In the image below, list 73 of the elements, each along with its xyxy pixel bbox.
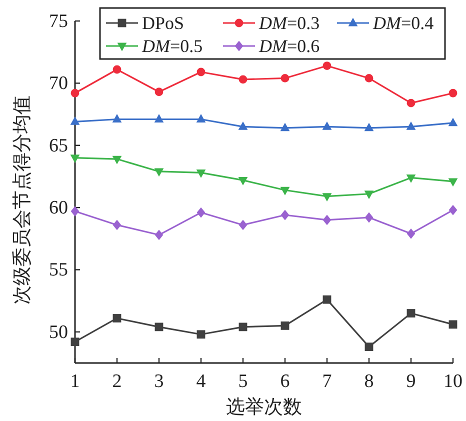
point [448, 118, 458, 126]
point [448, 320, 458, 329]
point [154, 168, 164, 177]
point [364, 212, 374, 223]
point [406, 228, 416, 239]
y-tick-label: 65 [49, 135, 68, 156]
x-tick-label: 10 [444, 371, 462, 392]
x-tick-label: 4 [196, 371, 206, 392]
legend-label: DM=0.3 [258, 13, 320, 33]
x-tick-label: 8 [364, 371, 374, 392]
legend-label: DM=0.6 [258, 36, 320, 56]
point [238, 220, 248, 230]
point [280, 210, 290, 220]
point [112, 220, 122, 230]
point [280, 74, 290, 82]
point [238, 176, 248, 186]
point [322, 193, 332, 202]
point [238, 75, 248, 84]
point [406, 122, 416, 130]
point [70, 116, 80, 125]
x-tick-label: 5 [238, 371, 248, 392]
point [280, 122, 290, 132]
point [406, 309, 416, 318]
point [406, 174, 416, 183]
point [322, 62, 332, 70]
x-tick-label: 3 [154, 371, 164, 392]
x-tick-label: 7 [322, 371, 332, 392]
point [70, 338, 80, 346]
y-axis-title: 次级委员会节点得分均值 [11, 96, 33, 304]
point [364, 342, 374, 352]
x-tick-label: 6 [280, 371, 290, 392]
point [448, 204, 458, 216]
point [364, 190, 374, 200]
point [70, 88, 80, 98]
legend-label: DPoS [142, 13, 184, 33]
point [154, 230, 164, 240]
y-tick-label: 70 [49, 73, 68, 94]
point [154, 322, 164, 332]
y-tick-label: 55 [49, 260, 68, 281]
x-axis-title: 选举次数 [226, 396, 302, 418]
point [448, 88, 458, 98]
point [322, 122, 332, 130]
point [70, 206, 80, 216]
point [154, 114, 164, 122]
legend-label: DM=0.4 [372, 13, 434, 33]
point [406, 98, 416, 108]
point [238, 122, 248, 130]
point [196, 68, 206, 76]
point [154, 88, 164, 96]
point [280, 186, 290, 196]
point [196, 114, 206, 122]
legend-label: DM=0.5 [141, 36, 203, 56]
point [238, 322, 248, 332]
y-tick-label: 50 [49, 322, 68, 343]
point [322, 214, 332, 226]
point [112, 114, 122, 122]
point [364, 122, 374, 132]
point [196, 330, 206, 339]
point [322, 295, 332, 304]
y-tick-label: 60 [49, 198, 68, 219]
point [364, 74, 374, 82]
point [112, 65, 122, 74]
x-tick-label: 2 [112, 371, 122, 392]
x-tick-label: 1 [70, 371, 80, 392]
point [196, 170, 206, 178]
point [196, 207, 206, 218]
point [112, 156, 122, 164]
x-tick-label: 9 [406, 371, 416, 392]
point [70, 154, 80, 163]
point [280, 321, 290, 330]
point [448, 178, 458, 187]
point [112, 314, 122, 322]
y-tick-label: 75 [49, 11, 68, 32]
